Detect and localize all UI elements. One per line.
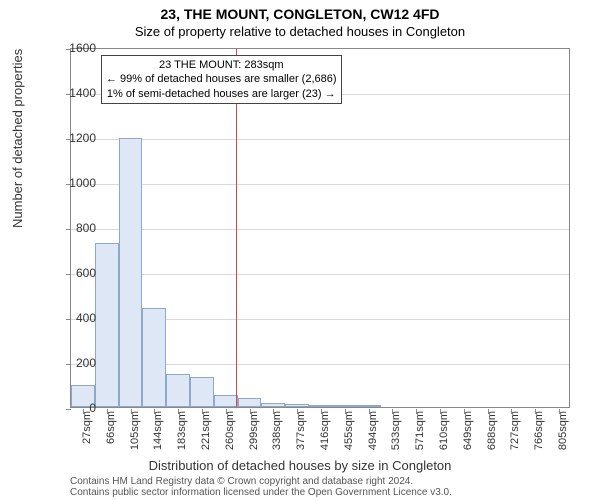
xtick-label: 455sqm xyxy=(343,411,355,451)
footer-text: Contains HM Land Registry data © Crown c… xyxy=(70,476,452,498)
xtick-label: 260sqm xyxy=(224,411,236,451)
ytick-label: 600 xyxy=(36,266,96,280)
chart-subtitle: Size of property relative to detached ho… xyxy=(0,22,600,39)
xtick-label: 221sqm xyxy=(200,411,212,451)
histogram-bar xyxy=(142,308,166,407)
histogram-bar xyxy=(261,403,285,407)
histogram-bar xyxy=(214,395,238,407)
xtick-label: 299sqm xyxy=(248,411,260,451)
ytick-label: 800 xyxy=(36,221,96,235)
chart-title: 23, THE MOUNT, CONGLETON, CW12 4FD xyxy=(0,0,600,22)
xtick-label: 105sqm xyxy=(129,411,141,451)
histogram-bar xyxy=(357,405,381,407)
ytick-label: 1600 xyxy=(36,41,96,55)
y-axis-label: Number of detached properties xyxy=(10,49,25,228)
histogram-bar xyxy=(238,398,262,407)
ytick-label: 1000 xyxy=(36,176,96,190)
annotation-line3: 1% of semi-detached houses are larger (2… xyxy=(106,87,337,101)
annotation-box: 23 THE MOUNT: 283sqm ← 99% of detached h… xyxy=(101,55,342,104)
plot-area: 27sqm66sqm105sqm144sqm183sqm221sqm260sqm… xyxy=(70,48,570,408)
gridline xyxy=(71,229,569,230)
xtick-label: 805sqm xyxy=(557,411,569,451)
xtick-label: 688sqm xyxy=(486,411,498,451)
ytick-label: 200 xyxy=(36,356,96,370)
gridline xyxy=(71,139,569,140)
xtick-label: 144sqm xyxy=(152,411,164,451)
gridline xyxy=(71,184,569,185)
histogram-bar xyxy=(95,243,119,407)
annotation-line2: ← 99% of detached houses are smaller (2,… xyxy=(106,72,337,86)
footer-line2: Contains public sector information licen… xyxy=(70,487,452,498)
chart-container: 23, THE MOUNT, CONGLETON, CW12 4FD Size … xyxy=(0,0,600,500)
footer-line1: Contains HM Land Registry data © Crown c… xyxy=(70,476,452,487)
xtick-label: 649sqm xyxy=(462,411,474,451)
xtick-label: 416sqm xyxy=(319,411,331,451)
histogram-bar xyxy=(190,377,214,407)
xtick-label: 610sqm xyxy=(438,411,450,451)
gridline xyxy=(71,274,569,275)
xtick-label: 66sqm xyxy=(105,411,117,451)
ytick-label: 0 xyxy=(36,401,96,415)
xtick-label: 183sqm xyxy=(176,411,188,451)
histogram-bar xyxy=(285,404,309,407)
xtick-label: 338sqm xyxy=(271,411,283,451)
xtick-label: 494sqm xyxy=(367,411,379,451)
xtick-label: 571sqm xyxy=(414,411,426,451)
histogram-bar xyxy=(166,374,190,407)
xtick-label: 27sqm xyxy=(81,411,93,451)
xtick-label: 766sqm xyxy=(533,411,545,451)
xtick-label: 377sqm xyxy=(295,411,307,451)
ytick-label: 400 xyxy=(36,311,96,325)
xtick-label: 533sqm xyxy=(390,411,402,451)
histogram-bar xyxy=(119,138,143,407)
histogram-bar xyxy=(309,405,333,407)
annotation-line1: 23 THE MOUNT: 283sqm xyxy=(106,58,337,72)
histogram-bar xyxy=(333,405,357,407)
xtick-label: 727sqm xyxy=(509,411,521,451)
ytick-label: 1400 xyxy=(36,86,96,100)
x-axis-label: Distribution of detached houses by size … xyxy=(0,458,600,473)
ytick-label: 1200 xyxy=(36,131,96,145)
